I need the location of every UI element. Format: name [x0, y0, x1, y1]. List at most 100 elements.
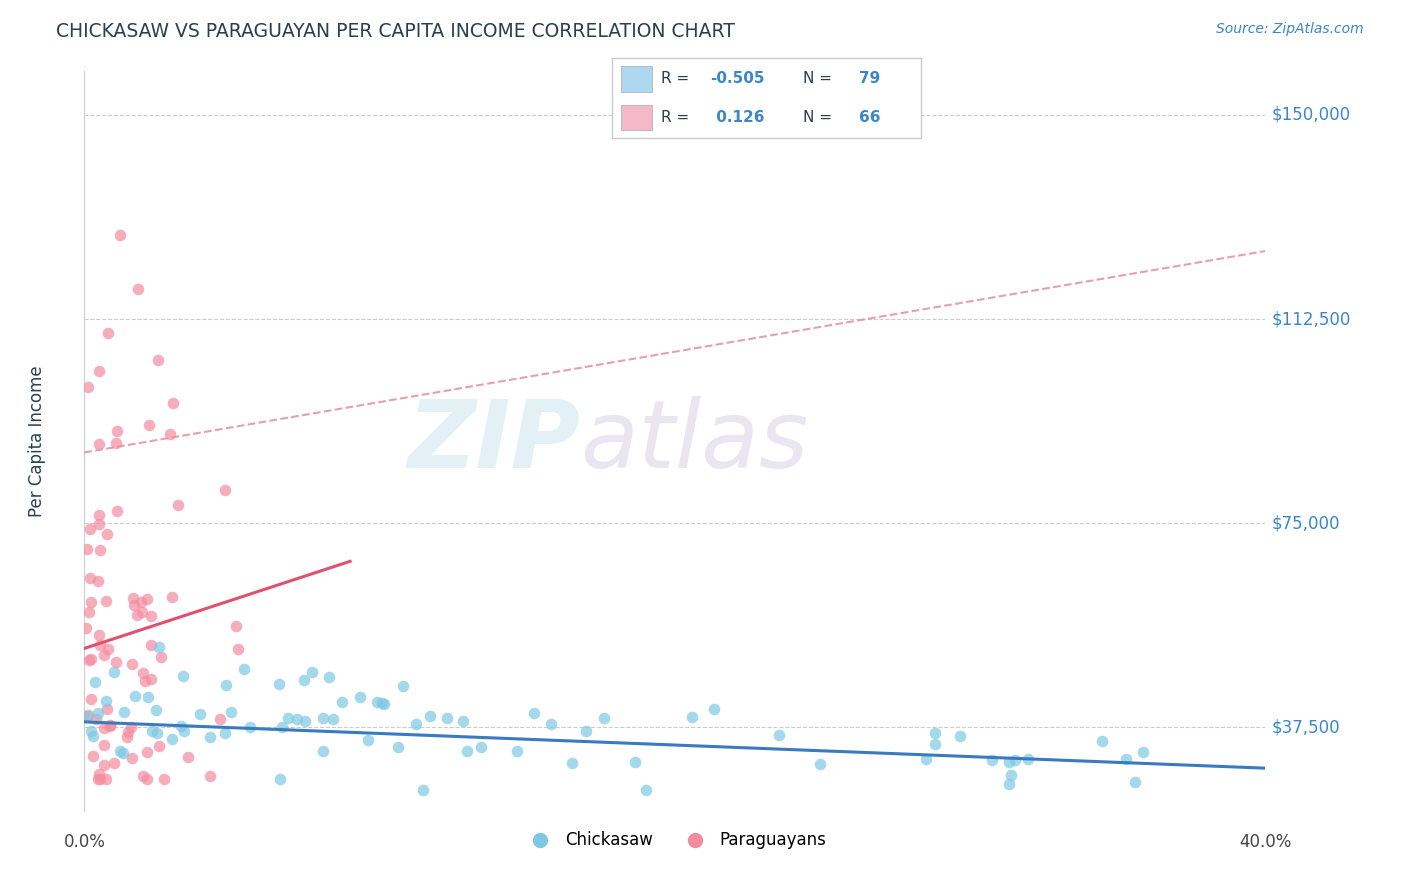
Point — [149, 650, 172, 665]
Point — [79, 522, 101, 536]
Point — [405, 717, 427, 731]
Text: Source: ZipAtlas.com: Source: ZipAtlas.com — [1216, 22, 1364, 37]
Point — [121, 751, 143, 765]
Point — [93, 738, 115, 752]
Point — [145, 703, 167, 717]
Point — [132, 665, 155, 680]
Point — [349, 690, 371, 705]
Point — [312, 711, 335, 725]
Point — [139, 638, 162, 652]
Point — [87, 364, 111, 378]
Point — [117, 725, 139, 739]
Point — [108, 744, 131, 758]
Point — [456, 744, 478, 758]
Point — [200, 769, 222, 783]
Point — [131, 605, 153, 619]
Point — [270, 720, 292, 734]
Point — [924, 726, 946, 740]
Point — [121, 657, 143, 672]
Point — [703, 702, 725, 716]
Point — [80, 692, 103, 706]
Point — [451, 714, 474, 729]
Point — [82, 729, 104, 743]
Point — [76, 709, 98, 723]
Point — [166, 499, 188, 513]
Point — [575, 724, 598, 739]
Text: R =: R = — [661, 110, 689, 125]
Point — [226, 641, 249, 656]
Point — [115, 730, 138, 744]
Point — [120, 720, 142, 734]
Point — [998, 755, 1021, 769]
Point — [139, 672, 162, 686]
Point — [523, 706, 546, 720]
Point — [540, 716, 562, 731]
Point — [79, 653, 101, 667]
Point — [436, 711, 458, 725]
Point — [1125, 774, 1147, 789]
Point — [561, 756, 583, 770]
Text: 79: 79 — [859, 71, 880, 87]
Point — [87, 706, 110, 721]
Point — [294, 673, 316, 687]
Point — [93, 648, 115, 662]
Point — [87, 766, 111, 780]
Point — [105, 504, 128, 518]
Point — [219, 705, 242, 719]
Text: ZIP: ZIP — [408, 395, 581, 488]
Point — [267, 677, 290, 691]
Point — [215, 678, 238, 692]
Point — [76, 542, 98, 557]
Text: $150,000: $150,000 — [1271, 106, 1350, 124]
Point — [214, 483, 236, 497]
Point — [89, 516, 111, 531]
Point — [80, 595, 103, 609]
Point — [1004, 753, 1026, 767]
Point — [322, 712, 344, 726]
Point — [103, 665, 125, 680]
Point — [125, 607, 148, 622]
Text: Per Capita Income: Per Capita Income — [28, 366, 46, 517]
Point — [139, 608, 162, 623]
Point — [997, 777, 1019, 791]
Point — [366, 696, 388, 710]
Point — [148, 640, 170, 655]
Point — [136, 592, 159, 607]
Point — [96, 702, 118, 716]
Point — [214, 725, 236, 739]
Point — [96, 526, 118, 541]
Point — [76, 708, 98, 723]
Point — [122, 591, 145, 605]
Point — [132, 769, 155, 783]
Point — [371, 696, 394, 710]
Point — [277, 711, 299, 725]
Point — [87, 628, 110, 642]
Point — [105, 435, 128, 450]
Point — [80, 723, 103, 738]
Point — [141, 723, 163, 738]
Point — [1000, 768, 1022, 782]
Point — [239, 720, 262, 734]
Point — [108, 227, 131, 242]
Point — [160, 731, 183, 746]
Point — [208, 711, 231, 725]
Point — [136, 690, 159, 705]
Point — [808, 756, 831, 771]
Point — [146, 726, 169, 740]
Point — [681, 709, 703, 723]
Point — [592, 711, 614, 725]
Point — [136, 772, 159, 786]
Point — [624, 755, 647, 769]
Text: 40.0%: 40.0% — [1239, 833, 1292, 852]
Point — [122, 598, 145, 612]
Point — [357, 732, 380, 747]
Text: -0.505: -0.505 — [710, 71, 765, 87]
Point — [634, 783, 657, 797]
Point — [285, 712, 308, 726]
Point — [79, 571, 101, 585]
Point — [97, 326, 120, 340]
Point — [392, 679, 415, 693]
Point — [768, 728, 790, 742]
Point — [80, 652, 103, 666]
Point — [1132, 746, 1154, 760]
